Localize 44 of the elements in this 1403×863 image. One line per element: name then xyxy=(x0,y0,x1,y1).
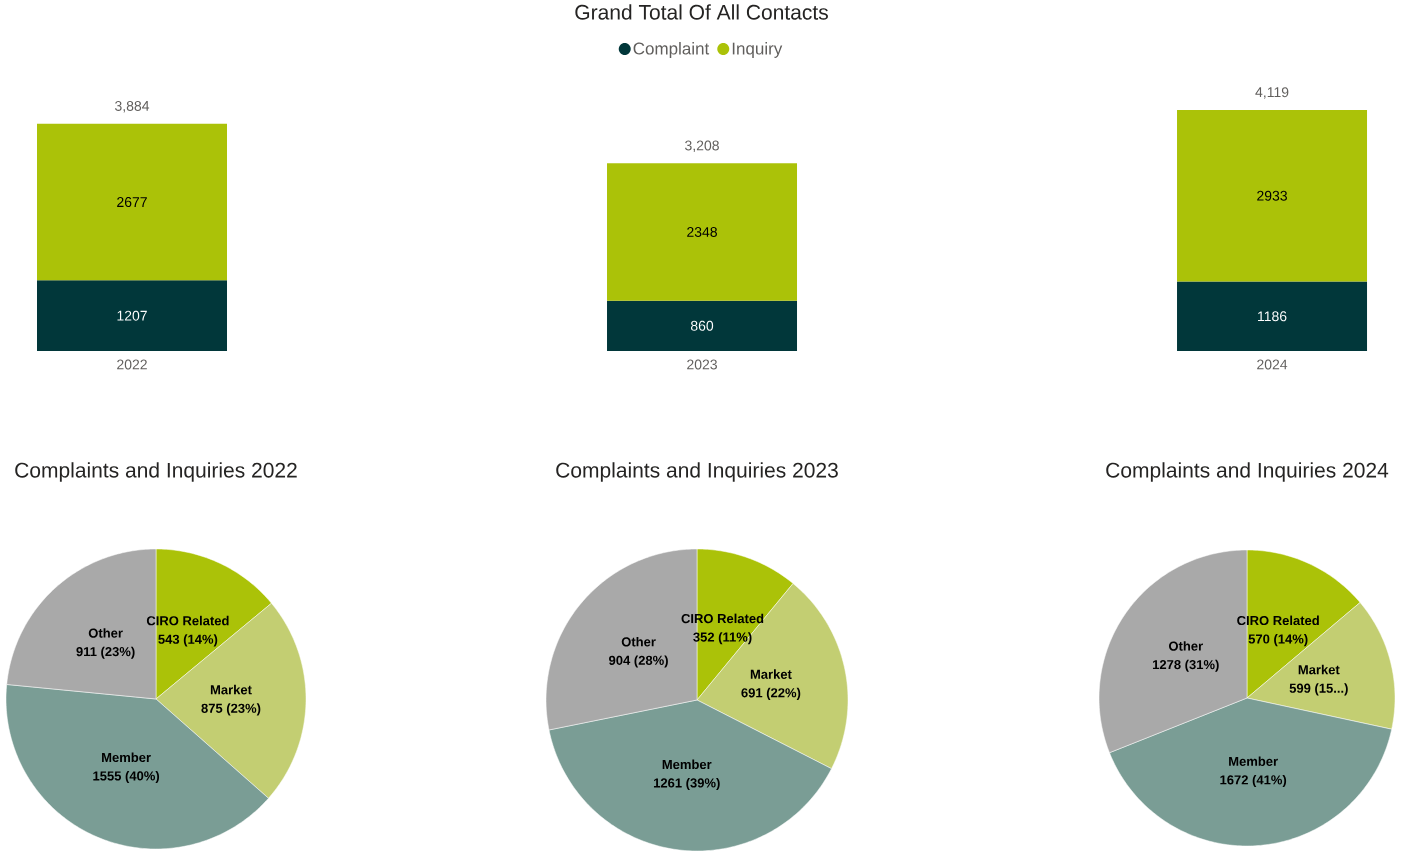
total-label: 3,208 xyxy=(685,140,719,153)
data-label: 875 (23%) xyxy=(201,703,261,716)
slice-label: Other xyxy=(88,628,123,638)
bar xyxy=(1177,109,1368,282)
data-label: 1261 (39%) xyxy=(653,777,720,791)
data-label: 2677 xyxy=(117,197,147,208)
data-label: 904 (28%) xyxy=(609,655,668,668)
x-tick-label: 2024 xyxy=(1257,359,1288,370)
total-label: 3,884 xyxy=(115,100,150,113)
slice-label: Other xyxy=(1168,641,1203,651)
total-label: 4,119 xyxy=(1255,87,1289,99)
bar xyxy=(37,123,228,281)
data-label: 911 (23%) xyxy=(76,646,135,659)
data-label: 860 xyxy=(690,320,714,331)
bar xyxy=(37,280,228,351)
data-label: 1555 (40%) xyxy=(93,770,160,784)
chart-title: Complaints and Inquiries 2023 xyxy=(556,462,838,482)
bar xyxy=(1177,281,1368,351)
data-label: 1186 xyxy=(1258,311,1287,322)
chart-title: Grand Total Of All Contacts xyxy=(575,4,828,20)
x-tick-label: 2023 xyxy=(687,359,717,370)
data-label: 1672 (41%) xyxy=(1220,774,1287,788)
slice-label: Market xyxy=(210,684,252,695)
slice-label: Member xyxy=(662,759,712,770)
x-tick-label: 2022 xyxy=(117,359,147,370)
data-label: 599 (15...) xyxy=(1289,683,1348,696)
legend-label: Inquiry xyxy=(732,42,783,58)
data-label: 1278 (31%) xyxy=(1152,659,1219,672)
legend-label: Complaint xyxy=(633,42,710,58)
data-label: 2348 xyxy=(687,227,717,237)
slice-label: Member xyxy=(102,752,151,763)
slice-label: Market xyxy=(1298,664,1340,675)
bar xyxy=(607,163,798,301)
bar xyxy=(607,300,798,351)
data-label: 543 (14%) xyxy=(158,634,218,647)
slice-label: Member xyxy=(1229,756,1278,766)
data-label: 2933 xyxy=(1257,190,1287,201)
chart-title: Complaints and Inquiries 2024 xyxy=(1106,462,1389,482)
slice-label: Market xyxy=(750,669,792,679)
chart-title: Complaints and Inquiries 2022 xyxy=(15,462,297,482)
data-label: 1207 xyxy=(117,310,147,321)
slice-label: Other xyxy=(621,636,656,647)
data-label: 570 (14%) xyxy=(1248,634,1308,647)
data-label: 691 (22%) xyxy=(741,687,801,700)
